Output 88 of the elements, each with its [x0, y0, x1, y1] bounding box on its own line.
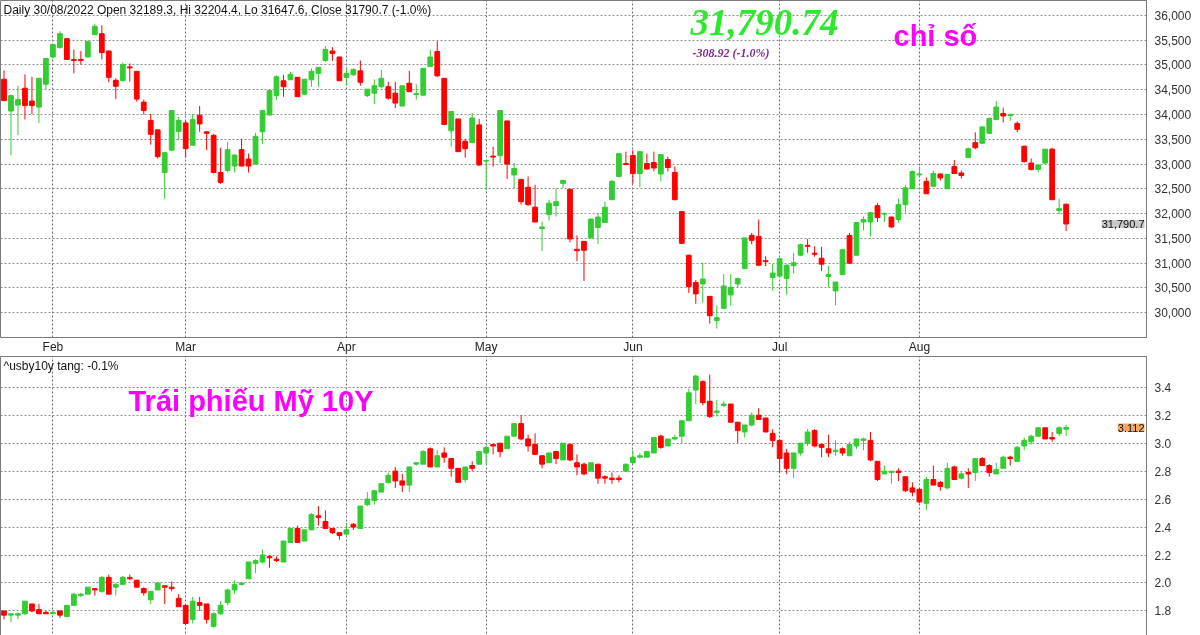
y-tick-label: 33,000 [1154, 157, 1192, 172]
candlestick [406, 466, 413, 493]
annotation: 31,790.74 [689, 1, 839, 43]
candlestick [818, 246, 825, 272]
annotation: 31,790.7 [1101, 217, 1145, 230]
candlestick [874, 202, 881, 223]
x-tick-label: Jul [771, 339, 788, 354]
candlestick [832, 439, 839, 457]
candlestick [483, 159, 490, 191]
candlestick [105, 574, 112, 595]
candlestick [294, 76, 301, 98]
candlestick [427, 446, 434, 468]
candlestick [616, 153, 622, 177]
candlestick [713, 304, 720, 330]
candlestick [825, 434, 832, 458]
candlestick [944, 462, 951, 490]
candlestick [874, 460, 881, 482]
candlestick [119, 61, 126, 82]
y-tick-label: 34,500 [1154, 83, 1192, 98]
y-tick-label: 31,500 [1154, 231, 1192, 246]
candlestick [727, 403, 734, 423]
candlestick [972, 458, 979, 482]
x-tick-label: Aug [908, 339, 931, 354]
annotation: 3.112 [1117, 421, 1145, 434]
y-tick-label: 33,500 [1154, 132, 1192, 147]
y-tick-label: 1.8 [1154, 604, 1172, 619]
candlestick [532, 184, 538, 223]
x-tick-label: May [474, 339, 498, 354]
y-tick-label: 2.0 [1154, 576, 1172, 591]
candlestick [406, 70, 413, 93]
y-tick-label: 32,000 [1154, 207, 1192, 222]
annotation: Trái phiếu Mỹ 10Y [128, 384, 374, 417]
candlestick [161, 151, 168, 200]
candlestick [825, 265, 832, 288]
y-tick-label: 30,500 [1154, 281, 1192, 296]
candlestick [539, 221, 545, 252]
annotation: chỉ số [893, 19, 978, 52]
candlestick [511, 162, 517, 190]
candlestick [126, 62, 133, 83]
candlestick [490, 146, 497, 168]
y-tick-label: 36,000 [1154, 8, 1192, 23]
candlestick [699, 262, 706, 304]
candlestick [609, 179, 615, 201]
candlestick [112, 77, 119, 100]
y-tick-label: 2.8 [1154, 464, 1172, 479]
candlestick [1, 69, 7, 102]
candlestick [196, 105, 203, 133]
candlestick [867, 431, 874, 462]
annotation: -308.92 (-1.0%) [692, 45, 770, 60]
x-tick-label: Feb [42, 339, 64, 354]
candlestick [965, 467, 972, 489]
candlestick [1063, 202, 1070, 232]
y-tick-label: 3.2 [1154, 408, 1172, 423]
candlestick [189, 596, 196, 625]
candlestick [315, 505, 322, 527]
y-tick-label: 34,000 [1154, 107, 1192, 122]
y-tick-label: 32,500 [1154, 182, 1192, 197]
candlestick [692, 374, 699, 405]
candlestick [706, 295, 713, 325]
candlestick [923, 476, 930, 511]
x-tick-label: Jun [623, 339, 643, 354]
y-tick-label: 2.4 [1154, 520, 1172, 535]
chart-title: ^usby10y tang: -0.1% [3, 358, 119, 373]
candlestick [357, 505, 364, 529]
candlestick [832, 281, 839, 306]
candlestick [734, 421, 741, 444]
y-tick-label: 35,000 [1154, 58, 1192, 73]
candlestick [280, 74, 287, 98]
chart-title: Daily 30/08/2022 Open 32189.3, Hi 32204.4, Lo 31647.6, Close 31790.7 (-1.0%) [3, 2, 432, 17]
y-tick-label: 31,000 [1154, 256, 1192, 271]
x-tick-label: Mar [175, 339, 197, 354]
y-tick-label: 2.6 [1154, 492, 1172, 507]
candlestick [657, 153, 664, 182]
y-tick-label: 2.2 [1154, 548, 1172, 563]
candlestick [357, 59, 364, 87]
x-tick-label: Apr [337, 339, 356, 354]
candlestick [560, 179, 566, 189]
y-tick-label: 35,500 [1154, 33, 1192, 48]
candlestick [399, 85, 406, 107]
candlestick [448, 111, 455, 148]
candlestick [336, 56, 343, 82]
y-tick-label: 3.4 [1154, 380, 1172, 395]
y-tick-label: 30,000 [1154, 306, 1192, 321]
y-tick-label: 3.0 [1154, 436, 1172, 451]
candlestick [203, 130, 210, 151]
candlestick [637, 151, 643, 188]
candlestick [161, 585, 168, 605]
candlestick [811, 245, 818, 258]
